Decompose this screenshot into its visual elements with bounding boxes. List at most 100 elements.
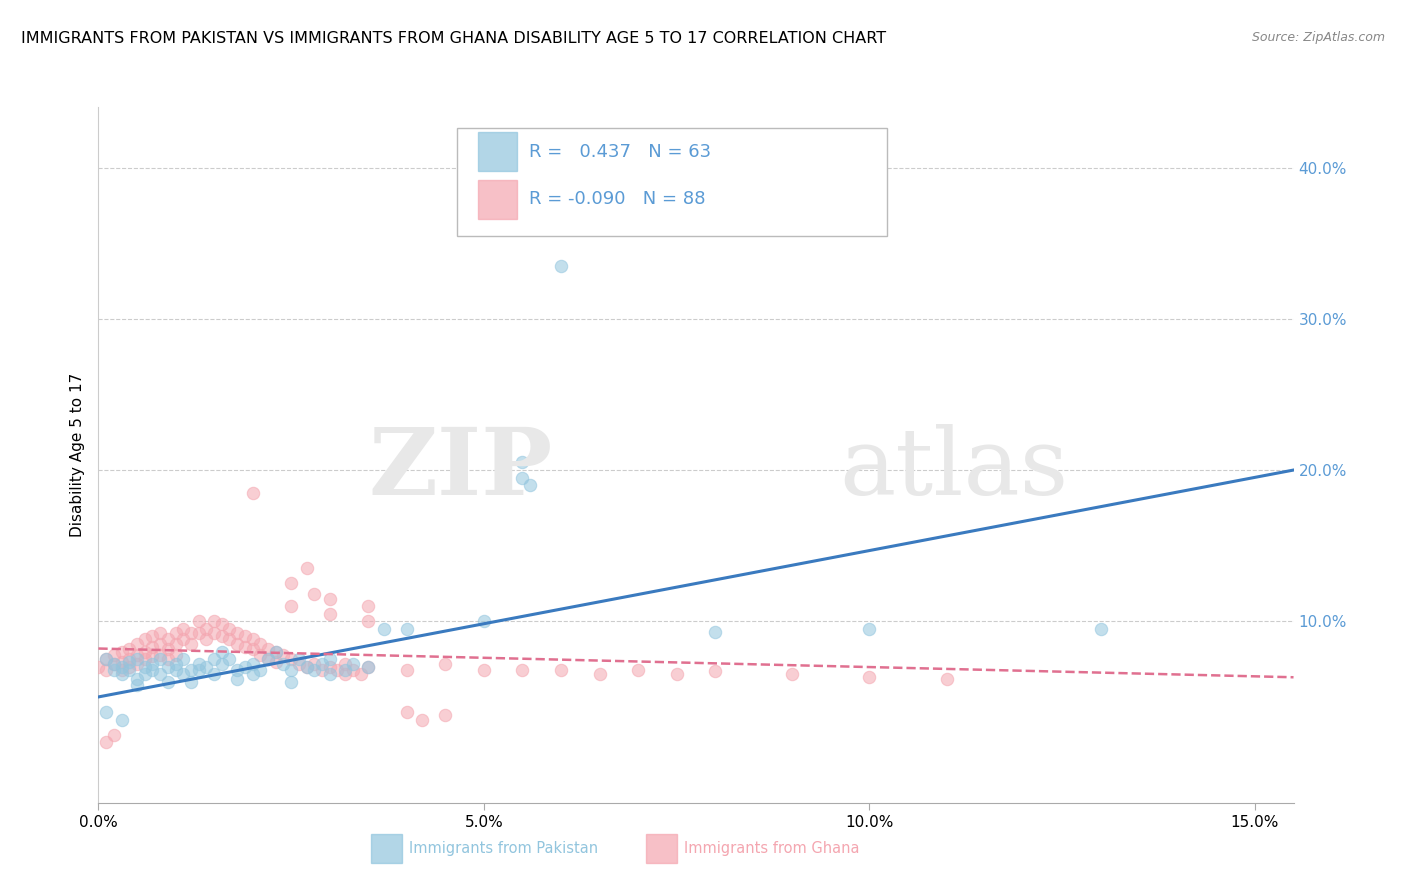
- Text: IMMIGRANTS FROM PAKISTAN VS IMMIGRANTS FROM GHANA DISABILITY AGE 5 TO 17 CORRELA: IMMIGRANTS FROM PAKISTAN VS IMMIGRANTS F…: [21, 31, 886, 46]
- Point: [187, 663, 209, 677]
- Point: [118, 641, 141, 656]
- Point: [218, 632, 240, 647]
- Point: [211, 629, 233, 643]
- Text: Immigrants from Pakistan: Immigrants from Pakistan: [409, 841, 599, 856]
- Point: [304, 587, 326, 601]
- Point: [141, 629, 163, 643]
- Point: [156, 641, 179, 656]
- Point: [218, 622, 240, 636]
- Point: [165, 637, 187, 651]
- Point: [125, 672, 148, 686]
- Point: [110, 644, 132, 658]
- Point: [333, 663, 356, 677]
- Point: [226, 637, 249, 651]
- Point: [110, 663, 132, 677]
- Point: [211, 644, 233, 658]
- Point: [264, 644, 287, 658]
- Point: [94, 663, 117, 677]
- Point: [141, 640, 163, 654]
- Point: [1090, 622, 1112, 636]
- Text: ZIP: ZIP: [368, 424, 553, 514]
- Point: [249, 637, 271, 651]
- Point: [103, 728, 125, 742]
- Point: [257, 652, 280, 666]
- Point: [704, 664, 727, 678]
- Point: [156, 652, 179, 666]
- Point: [172, 667, 194, 681]
- Point: [180, 663, 202, 677]
- FancyBboxPatch shape: [478, 179, 517, 219]
- Point: [165, 663, 187, 677]
- Point: [311, 663, 333, 677]
- Point: [295, 659, 318, 673]
- Point: [118, 655, 141, 669]
- FancyBboxPatch shape: [457, 128, 887, 235]
- Point: [411, 713, 433, 727]
- Point: [180, 626, 202, 640]
- Point: [333, 657, 356, 671]
- Point: [125, 648, 148, 662]
- Point: [519, 478, 541, 492]
- Point: [472, 663, 495, 677]
- Point: [134, 652, 156, 666]
- FancyBboxPatch shape: [645, 834, 676, 863]
- Point: [280, 576, 302, 591]
- Point: [472, 615, 495, 629]
- Point: [202, 652, 225, 666]
- FancyBboxPatch shape: [478, 132, 517, 171]
- Point: [342, 657, 364, 671]
- Point: [319, 591, 342, 606]
- Point: [149, 637, 172, 651]
- Point: [858, 622, 880, 636]
- Point: [202, 667, 225, 681]
- Point: [357, 599, 380, 614]
- Point: [935, 672, 957, 686]
- Point: [395, 622, 418, 636]
- Point: [304, 663, 326, 677]
- Point: [242, 641, 264, 656]
- Point: [195, 659, 218, 673]
- Point: [226, 663, 249, 677]
- Point: [550, 259, 572, 273]
- Point: [134, 667, 156, 681]
- Point: [165, 657, 187, 671]
- FancyBboxPatch shape: [371, 834, 402, 863]
- Text: R =   0.437   N = 63: R = 0.437 N = 63: [529, 143, 711, 161]
- Point: [110, 659, 132, 673]
- Point: [172, 652, 194, 666]
- Point: [512, 455, 534, 469]
- Point: [319, 667, 342, 681]
- Point: [273, 657, 295, 671]
- Point: [134, 644, 156, 658]
- Point: [110, 667, 132, 681]
- Point: [233, 629, 256, 643]
- Point: [211, 617, 233, 632]
- Point: [195, 622, 218, 636]
- Point: [156, 632, 179, 647]
- Point: [156, 674, 179, 689]
- Point: [288, 657, 311, 671]
- Point: [242, 485, 264, 500]
- Point: [149, 626, 172, 640]
- Point: [125, 637, 148, 651]
- Point: [226, 672, 249, 686]
- Text: atlas: atlas: [839, 424, 1069, 514]
- Point: [110, 655, 132, 669]
- Y-axis label: Disability Age 5 to 17: Disability Age 5 to 17: [70, 373, 86, 537]
- Point: [118, 659, 141, 673]
- Point: [319, 607, 342, 621]
- Point: [512, 470, 534, 484]
- Point: [165, 648, 187, 662]
- Point: [242, 657, 264, 671]
- Point: [187, 615, 209, 629]
- Point: [187, 626, 209, 640]
- Point: [156, 659, 179, 673]
- Text: Source: ZipAtlas.com: Source: ZipAtlas.com: [1251, 31, 1385, 45]
- Point: [273, 648, 295, 662]
- Point: [103, 663, 125, 677]
- Point: [118, 652, 141, 666]
- Point: [249, 663, 271, 677]
- Point: [180, 637, 202, 651]
- Point: [94, 652, 117, 666]
- Text: Immigrants from Ghana: Immigrants from Ghana: [685, 841, 859, 856]
